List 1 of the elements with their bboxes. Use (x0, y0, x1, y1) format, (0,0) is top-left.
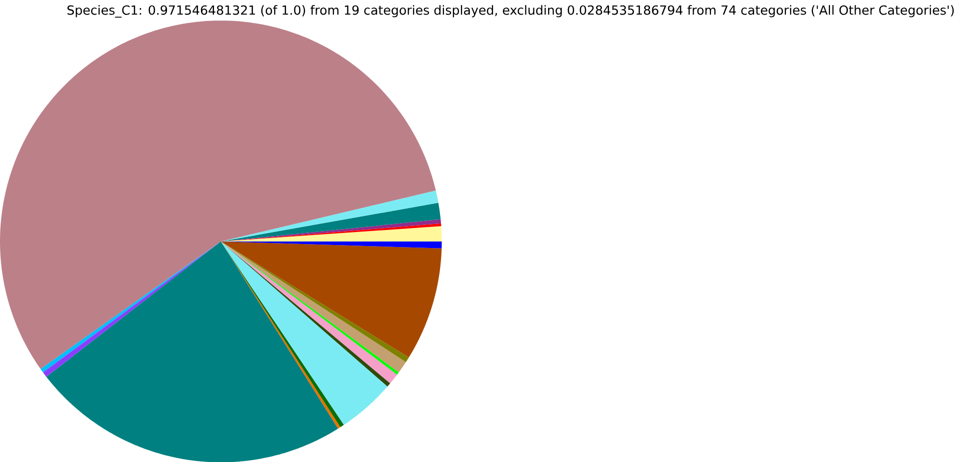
text: Species_C1: 0.971546481321 (of 1.0) from 19 categories displayed, excluding 0.0284535186794 from 74 categories ('All Other Categories') (67, 4, 954, 18)
